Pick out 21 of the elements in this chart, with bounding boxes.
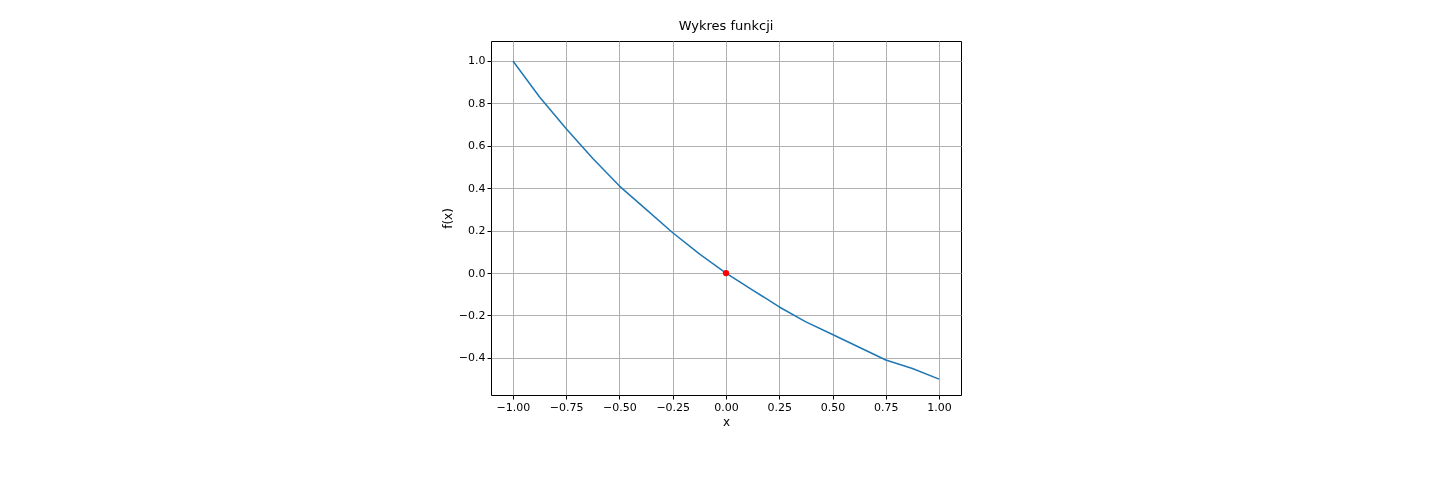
x-tick-label: 0.00 bbox=[714, 400, 739, 414]
x-tick-label: 0.75 bbox=[874, 400, 899, 414]
x-tick-label: −0.50 bbox=[603, 400, 637, 414]
y-tick-label: 0.8 bbox=[468, 96, 486, 110]
y-axis-title: f(x) bbox=[440, 208, 455, 229]
y-tick-label: 0.6 bbox=[468, 139, 486, 153]
y-tick-label: 0.2 bbox=[468, 224, 486, 238]
chart-title: Wykres funkcji bbox=[678, 18, 774, 33]
x-tick-label: 1.00 bbox=[927, 400, 952, 414]
y-tick-label: 0.0 bbox=[468, 266, 486, 280]
x-tick-label: −0.75 bbox=[549, 400, 584, 414]
y-tick-label: 0.4 bbox=[468, 181, 486, 195]
x-tick-label: −1.00 bbox=[496, 400, 531, 414]
x-tick-label: 0.25 bbox=[767, 400, 793, 414]
line-series bbox=[512, 60, 940, 380]
y-tick-label: −0.4 bbox=[458, 351, 486, 365]
x-tick-label: 0.50 bbox=[820, 400, 846, 414]
x-axis-title: x bbox=[722, 414, 731, 429]
y-tick-label: 1.0 bbox=[468, 54, 486, 68]
y-tick-label: −0.2 bbox=[458, 308, 486, 322]
x-tick-label: −0.25 bbox=[656, 400, 691, 414]
